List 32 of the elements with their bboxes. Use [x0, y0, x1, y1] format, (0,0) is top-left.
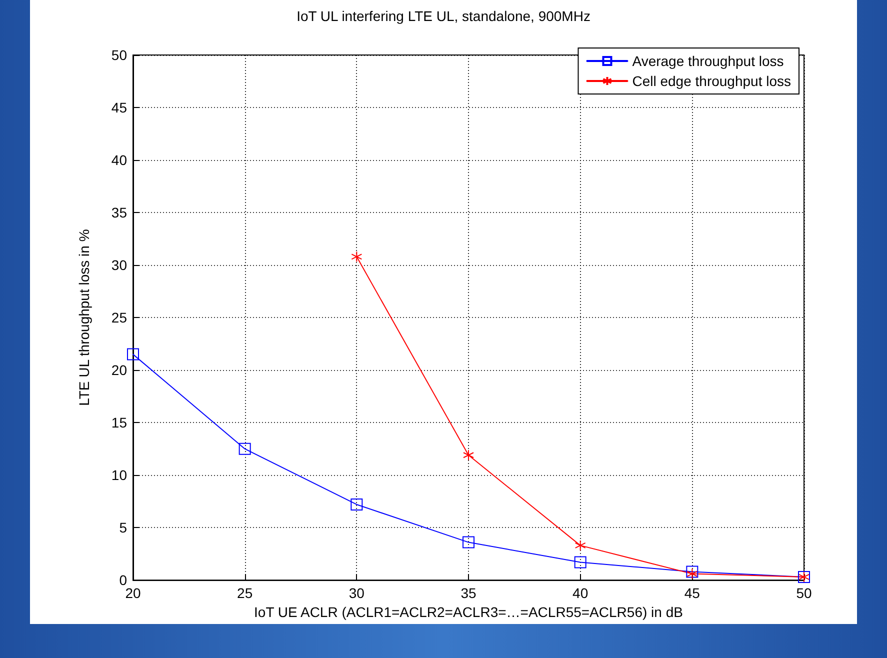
y-tick-label: 35 — [111, 204, 128, 221]
x-tick-label: 45 — [684, 585, 700, 602]
y-tick-label: 15 — [111, 414, 128, 431]
y-axis-title: LTE UL throughput loss in % — [76, 229, 92, 406]
y-tick-label: 0 — [119, 572, 128, 588]
x-tick-label: 50 — [796, 585, 812, 602]
chart-title: IoT UL interfering LTE UL, standalone, 900MHz — [296, 8, 590, 24]
point — [351, 251, 362, 262]
x-tick-label: 35 — [460, 585, 476, 602]
y-tick-label: 10 — [111, 467, 128, 484]
y-tick-label: 20 — [111, 362, 128, 378]
y-tick-label: 30 — [111, 257, 128, 274]
y-tick-label: 50 — [111, 47, 128, 63]
point — [462, 536, 474, 548]
x-tick-label: 25 — [237, 585, 253, 602]
y-tick-label: 40 — [111, 152, 128, 168]
point — [463, 450, 474, 461]
y-tick-label: 45 — [111, 100, 128, 116]
y-tick-label: 5 — [119, 520, 128, 536]
point — [350, 498, 363, 510]
point — [574, 540, 586, 551]
legend-label: Average throughput loss — [632, 53, 784, 69]
point — [574, 556, 586, 568]
point — [238, 442, 251, 455]
y-tick-label: 25 — [111, 310, 128, 326]
x-tick-label: 30 — [348, 585, 365, 602]
point — [686, 568, 698, 580]
x-axis-title: IoT UE ACLR (ACLR1=ACLR2=ACLR3=…=ACLR55=ACLR56) in dB — [254, 604, 683, 620]
x-tick-label: 40 — [572, 585, 588, 602]
legend-label: Cell edge throughput loss — [632, 73, 792, 89]
point — [127, 348, 139, 360]
point — [686, 566, 698, 578]
